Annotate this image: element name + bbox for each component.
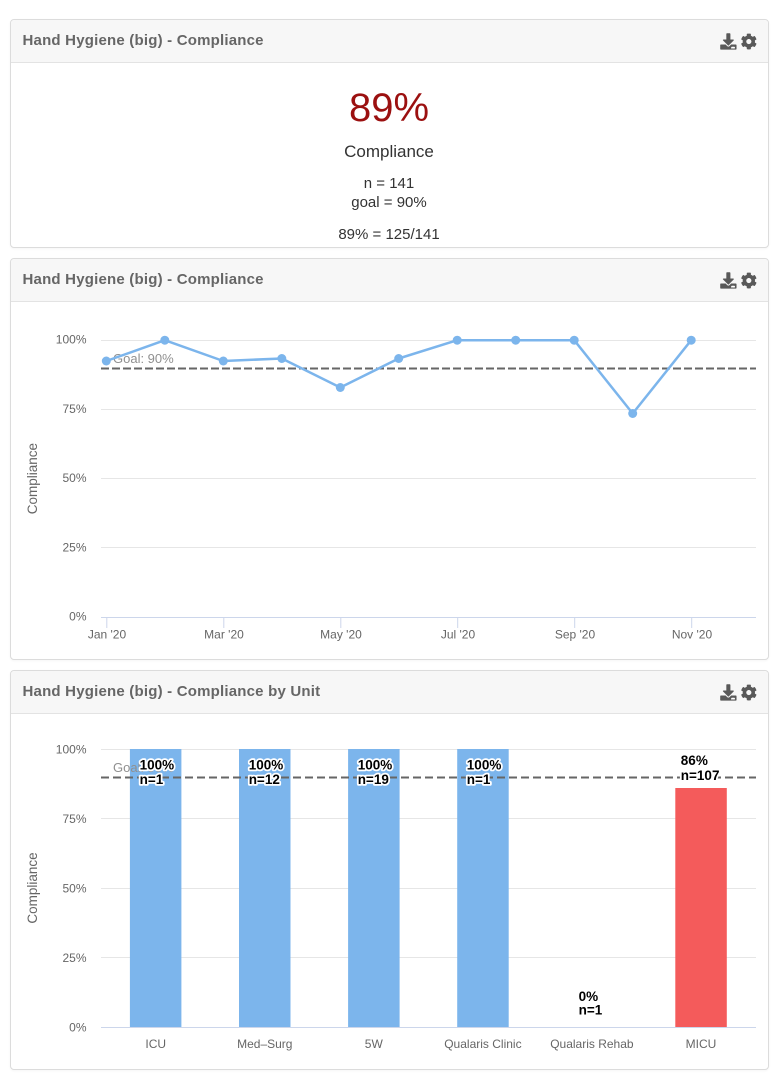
svg-text:ICU: ICU [145,1037,166,1051]
svg-text:100%: 100% [358,757,393,772]
svg-text:75%: 75% [62,402,86,416]
svg-text:Qualaris Clinic: Qualaris Clinic [444,1037,521,1051]
svg-text:50%: 50% [62,882,86,896]
svg-text:n=1: n=1 [467,772,491,787]
svg-text:MICU: MICU [686,1037,717,1051]
svg-text:n=12: n=12 [249,772,280,787]
svg-text:n=19: n=19 [358,772,389,787]
svg-text:0%: 0% [69,1021,87,1035]
svg-text:Mar '20: Mar '20 [204,628,244,642]
svg-text:Compliance: Compliance [25,443,40,514]
svg-text:n=1: n=1 [140,772,164,787]
svg-text:0%: 0% [69,610,87,624]
svg-text:n=107: n=107 [681,768,720,783]
svg-text:75%: 75% [62,812,86,826]
svg-text:100%: 100% [56,333,87,347]
svg-text:Jan '20: Jan '20 [88,628,127,642]
svg-text:25%: 25% [62,951,86,965]
svg-text:Qualaris Rehab: Qualaris Rehab [550,1037,634,1051]
svg-text:Goal: 90%: Goal: 90% [113,760,174,775]
svg-text:100%: 100% [467,757,502,772]
svg-text:5W: 5W [365,1037,384,1051]
svg-text:100%: 100% [56,743,87,757]
svg-text:Goal: 90%: Goal: 90% [113,351,174,366]
svg-text:Jul '20: Jul '20 [441,628,476,642]
svg-text:May '20: May '20 [320,628,362,642]
svg-text:Nov '20: Nov '20 [672,628,713,642]
svg-text:100%: 100% [249,757,284,772]
svg-text:n=1: n=1 [579,1002,603,1017]
svg-text:50%: 50% [62,471,86,485]
svg-text:100%: 100% [140,757,175,772]
svg-text:Med–Surg: Med–Surg [237,1037,292,1051]
svg-text:86%: 86% [681,753,708,768]
svg-text:Sep '20: Sep '20 [555,628,596,642]
svg-text:Compliance: Compliance [25,852,40,923]
svg-text:0%: 0% [579,989,599,1004]
svg-text:25%: 25% [62,540,86,554]
